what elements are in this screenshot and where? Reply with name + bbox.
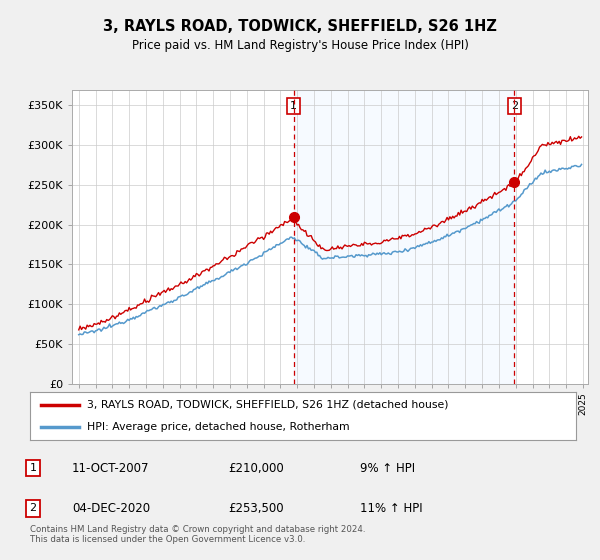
Text: 1: 1 — [290, 101, 297, 111]
Text: £210,000: £210,000 — [228, 461, 284, 475]
Text: Price paid vs. HM Land Registry's House Price Index (HPI): Price paid vs. HM Land Registry's House … — [131, 39, 469, 53]
Text: 11-OCT-2007: 11-OCT-2007 — [72, 461, 149, 475]
Text: 04-DEC-2020: 04-DEC-2020 — [72, 502, 150, 515]
Text: 11% ↑ HPI: 11% ↑ HPI — [360, 502, 422, 515]
Text: Contains HM Land Registry data © Crown copyright and database right 2024.
This d: Contains HM Land Registry data © Crown c… — [30, 525, 365, 544]
Bar — [293, 90, 514, 384]
Text: 3, RAYLS ROAD, TODWICK, SHEFFIELD, S26 1HZ (detached house): 3, RAYLS ROAD, TODWICK, SHEFFIELD, S26 1… — [88, 400, 449, 410]
Text: 2: 2 — [511, 101, 518, 111]
Text: 9% ↑ HPI: 9% ↑ HPI — [360, 461, 415, 475]
Text: £253,500: £253,500 — [228, 502, 284, 515]
Text: 3, RAYLS ROAD, TODWICK, SHEFFIELD, S26 1HZ: 3, RAYLS ROAD, TODWICK, SHEFFIELD, S26 1… — [103, 20, 497, 34]
Text: 1: 1 — [29, 463, 37, 473]
Text: HPI: Average price, detached house, Rotherham: HPI: Average price, detached house, Roth… — [88, 422, 350, 432]
Text: 2: 2 — [29, 503, 37, 514]
